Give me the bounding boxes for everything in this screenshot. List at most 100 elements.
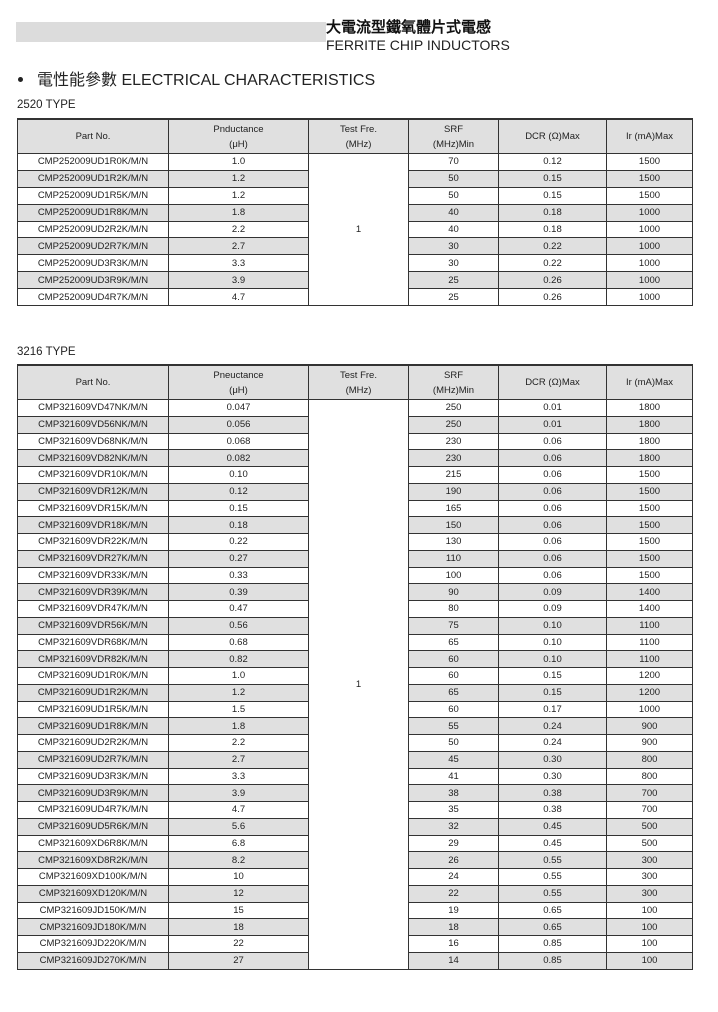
srf-cell: 230: [408, 432, 499, 451]
srf-cell: 70: [408, 153, 499, 171]
srf-cell: 24: [408, 868, 499, 886]
table-row: CMP321609VDR22K/M/N 0.22 130 0.06 1500: [17, 533, 693, 551]
type-label-3216: 3216 TYPE: [17, 346, 76, 358]
column-header-text: Test Fre.: [340, 369, 377, 381]
column-header-text: (MHz)Min: [432, 138, 475, 150]
column-header-text: Ir (mA)Max: [626, 131, 673, 142]
column-header-text: DCR (Ω)Max: [525, 377, 580, 388]
dcr-cell: 0.85: [498, 935, 607, 953]
part-number-cell: CMP321609VDR15K/M/N: [17, 499, 169, 518]
column-header-text: (MHz): [345, 138, 372, 150]
srf-cell: 50: [408, 186, 499, 205]
dcr-cell: 0.24: [498, 717, 607, 735]
srf-cell: 80: [408, 600, 499, 618]
table-row: CMP321609VDR12K/M/N 0.12 190 0.06 1500: [17, 482, 693, 501]
column-header-text: Pnductance: [213, 123, 264, 135]
dcr-cell: 0.55: [498, 868, 607, 886]
table-row: CMP321609XD8R2K/M/N 8.2 26 0.55 300: [17, 851, 693, 869]
part-number-cell: CMP321609VD68NK/M/N: [17, 432, 169, 451]
srf-cell: 110: [408, 549, 499, 568]
srf-cell: 25: [408, 271, 499, 290]
ir-cell: 100: [606, 901, 693, 920]
inductance-cell: 0.15: [168, 499, 309, 518]
ir-cell: 1500: [606, 566, 693, 585]
header-gray-bar: [16, 22, 326, 42]
table-row: CMP321609VD56NK/M/N 0.056 250 0.01 1800: [17, 415, 693, 434]
column-header-text: Test Fre.: [340, 123, 377, 135]
srf-cell: 18: [408, 918, 499, 936]
table-row: CMP321609VD82NK/M/N 0.082 230 0.06 1800: [17, 449, 693, 467]
column-header-text: Ir (mA)Max: [626, 377, 673, 388]
srf-cell: 40: [408, 203, 499, 222]
ir-cell: 300: [606, 868, 693, 886]
dcr-cell: 0.55: [498, 884, 607, 903]
table-row: CMP252009UD1R5K/M/N 1.2 50 0.15 1500: [17, 186, 693, 205]
column-header-text: (μH): [229, 384, 248, 396]
table-row: CMP321609VD47NK/M/N 0.047 1 250 0.01 1800: [17, 399, 693, 970]
dcr-cell: 0.06: [498, 549, 607, 568]
ir-cell: 1500: [606, 153, 693, 171]
srf-cell: 55: [408, 717, 499, 735]
dcr-cell: 0.24: [498, 734, 607, 752]
section-title: 電性能參數 ELECTRICAL CHARACTERISTICS: [37, 72, 376, 89]
inductance-cell: 3.9: [168, 784, 309, 802]
inductance-cell: 4.7: [168, 801, 309, 819]
part-number-cell: CMP321609JD180K/M/N: [17, 918, 169, 936]
srf-cell: 90: [408, 583, 499, 601]
srf-cell: 60: [408, 700, 499, 719]
ir-cell: 1800: [606, 415, 693, 434]
inductance-cell: 5.6: [168, 817, 309, 836]
part-number-cell: CMP321609UD5R6K/M/N: [17, 817, 169, 836]
part-number-cell: CMP321609VDR56K/M/N: [17, 616, 169, 635]
inductance-cell: 0.68: [168, 633, 309, 652]
dcr-cell: 0.10: [498, 616, 607, 635]
table-row: CMP252009UD1R8K/M/N 1.8 40 0.18 1000: [17, 203, 693, 222]
srf-cell: 60: [408, 650, 499, 668]
ir-cell: 1500: [606, 549, 693, 568]
inductance-cell: 0.82: [168, 650, 309, 668]
dcr-cell: 0.06: [498, 566, 607, 585]
table-row: CMP321609VDR15K/M/N 0.15 165 0.06 1500: [17, 499, 693, 518]
table-row: CMP321609UD4R7K/M/N 4.7 35 0.38 700: [17, 801, 693, 819]
table-row: CMP321609UD2R2K/M/N 2.2 50 0.24 900: [17, 734, 693, 752]
ir-cell: 300: [606, 851, 693, 869]
part-number-cell: CMP321609JD150K/M/N: [17, 901, 169, 920]
dcr-cell: 0.17: [498, 700, 607, 719]
dcr-cell: 0.18: [498, 220, 607, 239]
srf-cell: 26: [408, 851, 499, 869]
column-header-text: (μH): [229, 138, 248, 150]
srf-cell: 215: [408, 466, 499, 484]
srf-cell: 150: [408, 516, 499, 534]
inductance-cell: 0.47: [168, 600, 309, 618]
dcr-cell: 0.18: [498, 203, 607, 222]
inductance-cell: 2.2: [168, 734, 309, 752]
column-header-srf: SRF (MHz)Min: [408, 118, 499, 154]
dcr-cell: 0.10: [498, 650, 607, 668]
column-header-text: (MHz): [345, 384, 372, 396]
column-header-text: SRF: [444, 123, 463, 135]
table-row: CMP321609JD270K/M/N 27 14 0.85 100: [17, 951, 693, 970]
part-number-cell: CMP321609UD4R7K/M/N: [17, 801, 169, 819]
column-header-ir: Ir (mA)Max: [606, 118, 693, 154]
dcr-cell: 0.38: [498, 801, 607, 819]
part-number-cell: CMP321609VDR18K/M/N: [17, 516, 169, 534]
part-number-cell: CMP321609VDR10K/M/N: [17, 466, 169, 484]
dcr-cell: 0.65: [498, 901, 607, 920]
dcr-cell: 0.01: [498, 415, 607, 434]
table-row: CMP321609UD1R5K/M/N 1.5 60 0.17 1000: [17, 700, 693, 719]
part-number-cell: CMP252009UD1R8K/M/N: [17, 203, 169, 222]
ir-cell: 1500: [606, 499, 693, 518]
inductance-cell: 27: [168, 951, 309, 970]
part-number-cell: CMP321609XD6R8K/M/N: [17, 834, 169, 853]
table-row: CMP321609VDR39K/M/N 0.39 90 0.09 1400: [17, 583, 693, 601]
dcr-cell: 0.38: [498, 784, 607, 802]
inductance-cell: 0.22: [168, 533, 309, 551]
srf-cell: 45: [408, 750, 499, 769]
inductance-cell: 4.7: [168, 288, 309, 307]
part-number-cell: CMP321609UD3R9K/M/N: [17, 784, 169, 802]
ir-cell: 1000: [606, 254, 693, 273]
ir-cell: 500: [606, 817, 693, 836]
part-number-cell: CMP252009UD1R2K/M/N: [17, 169, 169, 188]
part-number-cell: CMP321609VD56NK/M/N: [17, 415, 169, 434]
column-header-srf: SRF (MHz)Min: [408, 364, 499, 400]
